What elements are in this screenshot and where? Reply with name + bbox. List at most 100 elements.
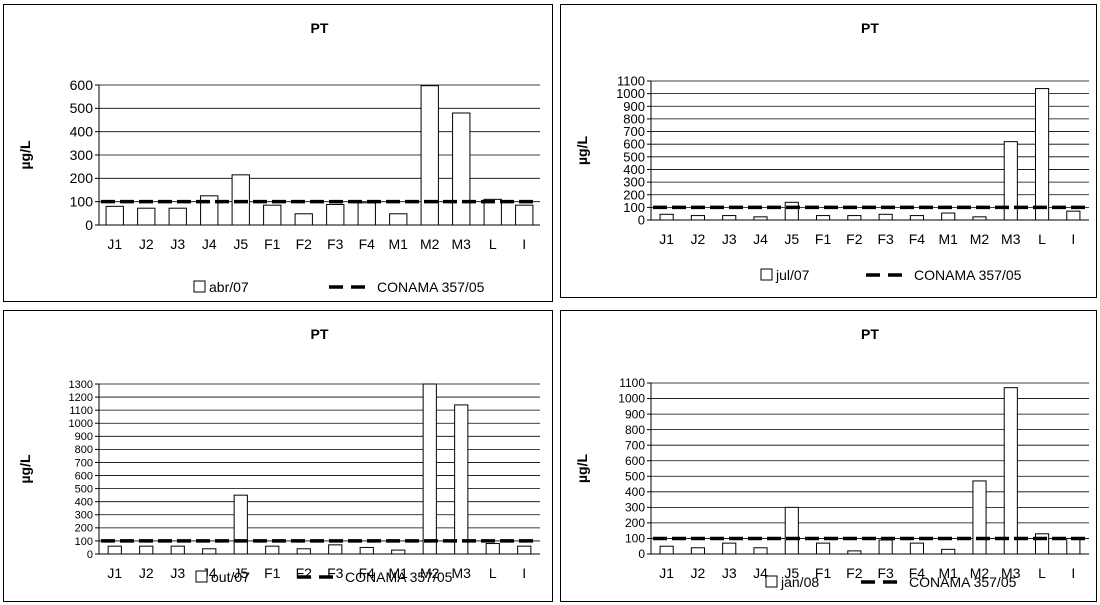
x-tick-label: M2 bbox=[420, 236, 440, 252]
y-axis-label: µg/L bbox=[574, 454, 590, 484]
y-tick-label: 1000 bbox=[616, 86, 645, 101]
y-tick-label: 1100 bbox=[617, 74, 645, 89]
bar-J2 bbox=[690, 215, 705, 221]
y-tick-label: 100 bbox=[625, 532, 645, 546]
bar-F1 bbox=[265, 545, 280, 555]
bar-J5 bbox=[233, 494, 248, 555]
bar-J3 bbox=[168, 207, 187, 226]
x-tick-label: M1 bbox=[938, 231, 958, 247]
x-tick-label: F2 bbox=[846, 231, 863, 247]
x-tick-label: M3 bbox=[452, 565, 472, 581]
x-tick-label: I bbox=[522, 236, 526, 252]
x-tick-label: J1 bbox=[659, 231, 674, 247]
legend-bar-label: abr/07 bbox=[209, 279, 249, 295]
x-tick-label: J1 bbox=[107, 565, 122, 581]
y-axis-label: µg/L bbox=[17, 140, 33, 170]
y-tick-label: 400 bbox=[75, 497, 93, 509]
bar-J3 bbox=[170, 545, 185, 555]
bar-F4 bbox=[909, 215, 924, 221]
bar-L bbox=[485, 543, 500, 555]
y-tick-label: 300 bbox=[75, 510, 93, 522]
x-tick-label: F1 bbox=[815, 231, 832, 247]
legend-bar-swatch bbox=[195, 570, 208, 583]
y-tick-label: 1300 bbox=[69, 379, 93, 391]
y-tick-label: 0 bbox=[638, 213, 645, 228]
legend-line-label: CONAMA 357/05 bbox=[345, 569, 453, 585]
bar-F1 bbox=[263, 204, 282, 226]
bar-L bbox=[1035, 88, 1050, 221]
bar-J2 bbox=[139, 545, 154, 555]
x-tick-label: F2 bbox=[846, 565, 863, 581]
x-tick-label: M1 bbox=[389, 565, 409, 581]
legend-line-label: CONAMA 357/05 bbox=[909, 574, 1017, 590]
x-tick-label: F3 bbox=[877, 231, 894, 247]
y-tick-label: 200 bbox=[623, 187, 645, 202]
bar-F4 bbox=[357, 202, 376, 226]
y-tick-label: 700 bbox=[625, 438, 645, 452]
y-tick-label: 100 bbox=[70, 194, 94, 210]
y-tick-label: 1100 bbox=[69, 405, 93, 417]
bar-F3 bbox=[878, 213, 893, 221]
y-tick-label: 200 bbox=[75, 523, 93, 535]
y-tick-label: 900 bbox=[623, 99, 645, 114]
bar-M2 bbox=[420, 85, 439, 226]
x-tick-label: F3 bbox=[327, 236, 344, 252]
bar-J1 bbox=[659, 545, 674, 555]
bar-J2 bbox=[137, 207, 156, 226]
bar-M3 bbox=[452, 112, 471, 226]
bar-M3 bbox=[454, 404, 469, 555]
y-tick-label: 600 bbox=[625, 454, 645, 468]
bar-M2 bbox=[422, 383, 437, 555]
y-tick-label: 100 bbox=[623, 200, 645, 215]
x-tick-label: J2 bbox=[139, 565, 154, 581]
x-tick-label: I bbox=[1071, 565, 1075, 581]
x-tick-label: J2 bbox=[691, 565, 706, 581]
chart-title: PT bbox=[311, 20, 329, 36]
chart-panel-out07: PT µg/L 0 100 200 300 400 500 600 700 800 900 1000 11… bbox=[3, 310, 553, 602]
x-tick-label: J4 bbox=[753, 565, 768, 581]
y-tick-label: 200 bbox=[70, 170, 94, 186]
x-tick-label: F1 bbox=[264, 236, 281, 252]
y-tick-label: 400 bbox=[625, 485, 645, 499]
x-tick-label: J5 bbox=[784, 565, 799, 581]
y-tick-label: 300 bbox=[625, 501, 645, 515]
x-tick-label: L bbox=[489, 565, 497, 581]
bar-F4 bbox=[909, 542, 924, 555]
x-tick-label: M3 bbox=[452, 236, 472, 252]
bar-M1 bbox=[391, 549, 406, 555]
chart-title: PT bbox=[311, 326, 329, 342]
x-tick-label: J5 bbox=[233, 565, 248, 581]
chart-panel-abr07: PT µg/L 0 100 200 300 400 500 600 J1 J2 J3 J4 J5 F1 F2 F… bbox=[3, 4, 553, 302]
bar-I bbox=[515, 204, 534, 226]
y-tick-label: 800 bbox=[623, 111, 645, 126]
chart-svg-abr07: PT µg/L 0 100 200 300 400 500 600 J1 J2 J3 J4 J5 F1 F2 F… bbox=[17, 20, 540, 295]
bar-F3 bbox=[326, 203, 345, 226]
bar-J1 bbox=[659, 213, 674, 221]
bar-M2 bbox=[972, 480, 987, 555]
x-tick-label: J3 bbox=[722, 565, 737, 581]
bar-F4 bbox=[359, 546, 374, 555]
x-tick-label: I bbox=[522, 565, 526, 581]
x-tick-label: J5 bbox=[233, 236, 248, 252]
x-tick-label: M2 bbox=[970, 231, 990, 247]
x-tick-label: J3 bbox=[170, 565, 185, 581]
y-tick-label: 400 bbox=[623, 162, 645, 177]
chart-title: PT bbox=[861, 326, 879, 342]
x-tick-label: M2 bbox=[420, 565, 440, 581]
y-axis-label: µg/L bbox=[17, 454, 33, 484]
x-tick-label: J5 bbox=[784, 231, 799, 247]
x-tick-label: J1 bbox=[107, 236, 122, 252]
y-tick-label: 1000 bbox=[618, 392, 645, 406]
x-tick-label: J3 bbox=[170, 236, 185, 252]
x-tick-label: L bbox=[1038, 565, 1046, 581]
bar-M3 bbox=[1003, 387, 1018, 555]
y-tick-label: 500 bbox=[75, 483, 93, 495]
bar-M1 bbox=[389, 213, 408, 226]
legend-bar-label: jul/07 bbox=[775, 267, 810, 283]
x-tick-label: M1 bbox=[938, 565, 958, 581]
y-tick-label: 300 bbox=[70, 147, 94, 163]
bar-J1 bbox=[107, 545, 122, 555]
legend-bar-swatch bbox=[760, 268, 773, 281]
